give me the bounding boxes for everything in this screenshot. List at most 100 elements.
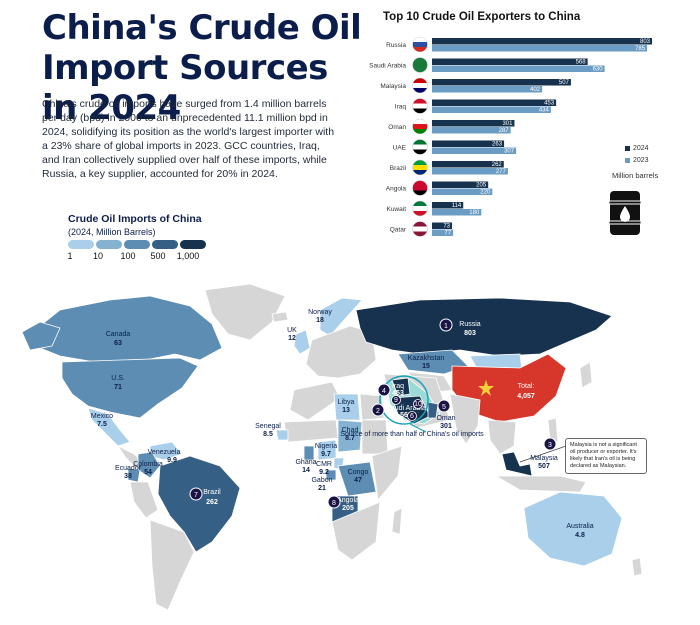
canada (34, 295, 223, 363)
value-label-qatar-2024: 73 (443, 224, 450, 230)
bar-malaysia-2024 (432, 79, 571, 86)
bar-iraq-2023 (432, 106, 551, 113)
value-label-uae-2024: 263 (492, 142, 503, 148)
value-label-angola-2024: 205 (476, 183, 487, 189)
senegal (275, 429, 289, 441)
norway (319, 297, 363, 337)
southern-africa (331, 501, 381, 561)
rank-russia: 1 (444, 323, 448, 330)
rank-malaysia: 3 (548, 442, 552, 449)
philippines (547, 417, 559, 443)
category-label-angola: Angola (386, 186, 407, 193)
southern-cone (149, 519, 195, 611)
flag-malaysia-icon (412, 77, 428, 94)
label-nigeria: Nigeria 9.7 (315, 443, 337, 458)
se-asia (487, 419, 517, 455)
category-label-uae: UAE (393, 145, 407, 152)
intro-paragraph: China's crude oil imports have surged fr… (42, 98, 335, 180)
bar-iraq-2024 (432, 99, 557, 106)
label-ghana: Ghana 14 (295, 459, 316, 474)
value-label-russia-2023: 785 (635, 46, 646, 52)
australia (523, 491, 623, 567)
category-label-qatar: Qatar (390, 227, 407, 234)
value-label-kuwait-2023: 180 (469, 210, 480, 216)
usa (61, 357, 199, 419)
legend-label-2023: 2023 (633, 157, 649, 164)
label-gabon: Gabon 21 (311, 477, 332, 492)
category-label-brazil: Brazil (390, 165, 407, 172)
bar-kuwait-2023 (432, 209, 482, 216)
rank-iraq: 4 (382, 388, 386, 395)
ghana (303, 445, 315, 461)
europe (305, 325, 377, 379)
chad (337, 419, 363, 453)
rank-gulf-3: 6 (410, 413, 414, 420)
value-label-saudi-arabia-2024: 568 (576, 60, 587, 66)
value-label-qatar-2023: 77 (444, 231, 451, 237)
rank-oman: 5 (442, 404, 446, 411)
value-label-kuwait-2024: 114 (452, 203, 462, 209)
libya (333, 393, 361, 421)
label-russia: Russia 803 (459, 321, 481, 337)
value-label-russia-2024: 803 (640, 39, 651, 45)
russia (355, 297, 613, 357)
value-label-iraq-2024: 453 (544, 101, 555, 107)
legend-break-3: 500 (150, 251, 166, 261)
bar-russia-2023 (432, 45, 648, 52)
new-zealand (631, 557, 643, 577)
value-label-brazil-2023: 277 (496, 169, 507, 175)
label-iraq: Iraq 453 (392, 383, 404, 397)
malaysia (501, 451, 533, 477)
north-africa (289, 381, 341, 421)
label-chad: Chad 8.7 (342, 427, 359, 442)
label-uk: UK 12 (287, 327, 297, 342)
colombia (137, 451, 161, 479)
legend-label-2024: 2024 (633, 145, 649, 152)
brazil (157, 455, 241, 553)
value-label-angola-2023: 220 (480, 190, 491, 196)
peru (129, 481, 159, 519)
legend-swatch-3 (152, 240, 178, 249)
bar-saudi-arabia-2024 (432, 58, 588, 65)
rank-angola: 8 (332, 500, 336, 507)
bar-malaysia-2023 (432, 86, 543, 93)
value-label-malaysia-2024: 507 (559, 80, 570, 86)
label-brazil: Brazil 262 (203, 489, 221, 506)
value-label-uae-2023: 307 (504, 149, 515, 155)
legend-break-2: 100 (120, 251, 136, 261)
bar-angola-2023 (432, 188, 493, 195)
gabon (325, 469, 337, 481)
bar-saudi-arabia-2023 (432, 65, 605, 72)
value-label-oman-2024: 301 (502, 121, 513, 127)
indonesia (494, 475, 587, 493)
rank-markers: 1 2 3 4 5 7 8 9 10 6 (189, 318, 557, 509)
legend-swatch-4 (180, 240, 206, 249)
oman (427, 401, 439, 419)
label-canada: Canada 63 (106, 331, 131, 347)
rank-gulf-1: 9 (394, 397, 398, 404)
bar-uae-2024 (432, 140, 505, 147)
flag-uae-icon (412, 139, 428, 155)
label-angola: Angola 205 (337, 497, 359, 512)
japan (579, 361, 593, 389)
madagascar (391, 507, 403, 535)
iceland (271, 311, 289, 323)
value-label-iraq-2023: 434 (539, 108, 550, 114)
bar-oman-2023 (432, 127, 511, 134)
label-venezuela: Venezuela 9.9 (148, 449, 181, 464)
label-congo: Congo 47 (348, 469, 369, 484)
value-label-oman-2023: 287 (499, 128, 510, 134)
legend-swatch-2024 (625, 145, 630, 151)
legend-subtitle: (2024, Million Barrels) (68, 227, 156, 237)
category-label-saudi-arabia: Saudi Arabia (369, 63, 406, 70)
flag-oman-icon (412, 118, 428, 135)
label-australia: Australia 4.8 (566, 523, 593, 539)
label-saudi-arabia: Saudi Arabia 568 (386, 405, 426, 419)
label-malaysia: Malaysia 507 (530, 455, 558, 470)
bar-oman-2024 (432, 120, 515, 127)
flag-qatar-icon (412, 221, 428, 237)
legend-entry-2023: 2023 (625, 157, 649, 164)
legend-break-0: 1 (67, 251, 73, 261)
bar-kuwait-2024 (432, 202, 464, 209)
